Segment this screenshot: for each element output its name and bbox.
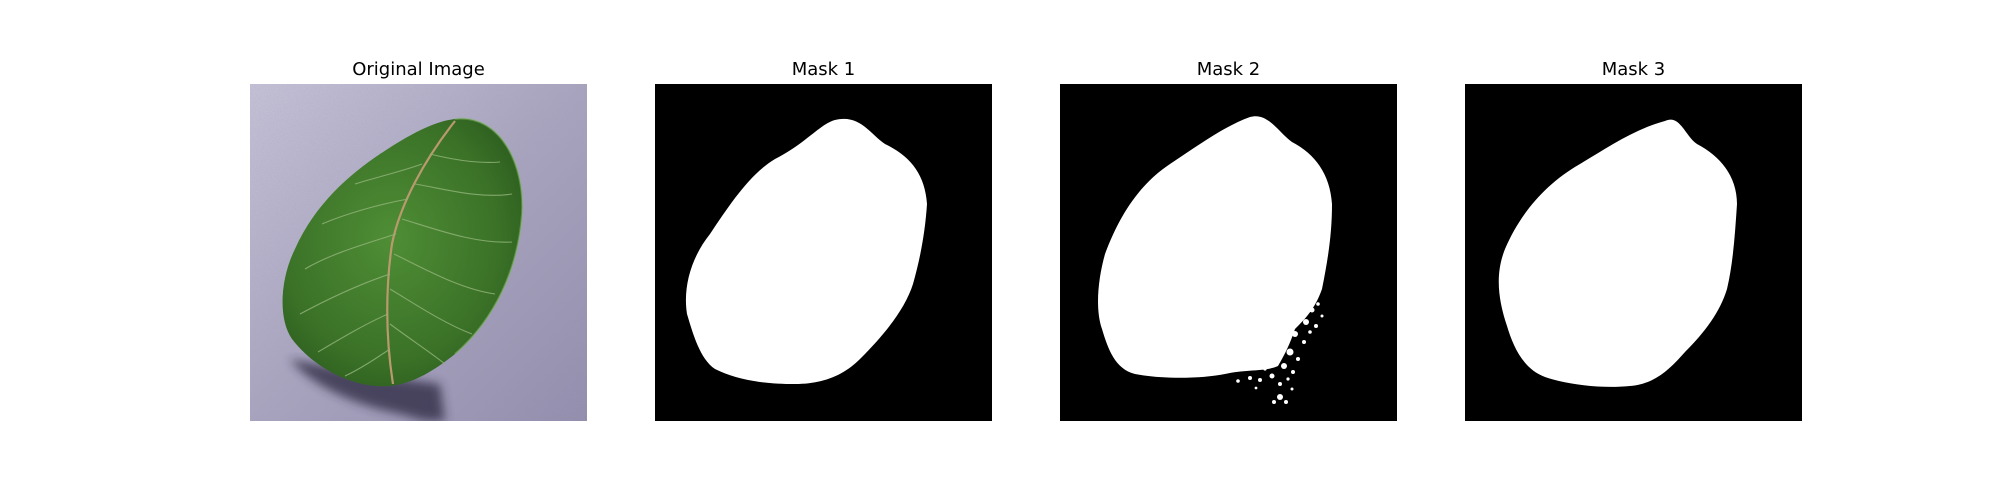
panel-mask-1: Mask 1 <box>655 56 992 421</box>
mask-region <box>685 118 927 384</box>
leaf-veins <box>299 153 513 377</box>
panel-original: Original Image <box>250 56 587 421</box>
mask-region <box>1098 116 1332 378</box>
leaf <box>282 118 523 387</box>
original-image <box>250 84 587 421</box>
panel-mask-2: Mask 2 <box>1060 56 1397 421</box>
panel-title: Mask 2 <box>1196 59 1261 80</box>
panel-mask-3: Mask 3 <box>1465 56 1802 421</box>
leaf-midrib <box>386 120 456 385</box>
panel-title: Mask 1 <box>791 59 856 80</box>
mask-1-image <box>655 84 992 421</box>
mask-2-image <box>1060 84 1397 421</box>
panel-title: Original Image <box>352 59 485 80</box>
mask-noise <box>1236 302 1324 404</box>
mask-3-image <box>1465 84 1802 421</box>
mask-region <box>1498 119 1737 387</box>
panel-title: Mask 3 <box>1601 59 1666 80</box>
leaf-shadow <box>290 359 445 421</box>
